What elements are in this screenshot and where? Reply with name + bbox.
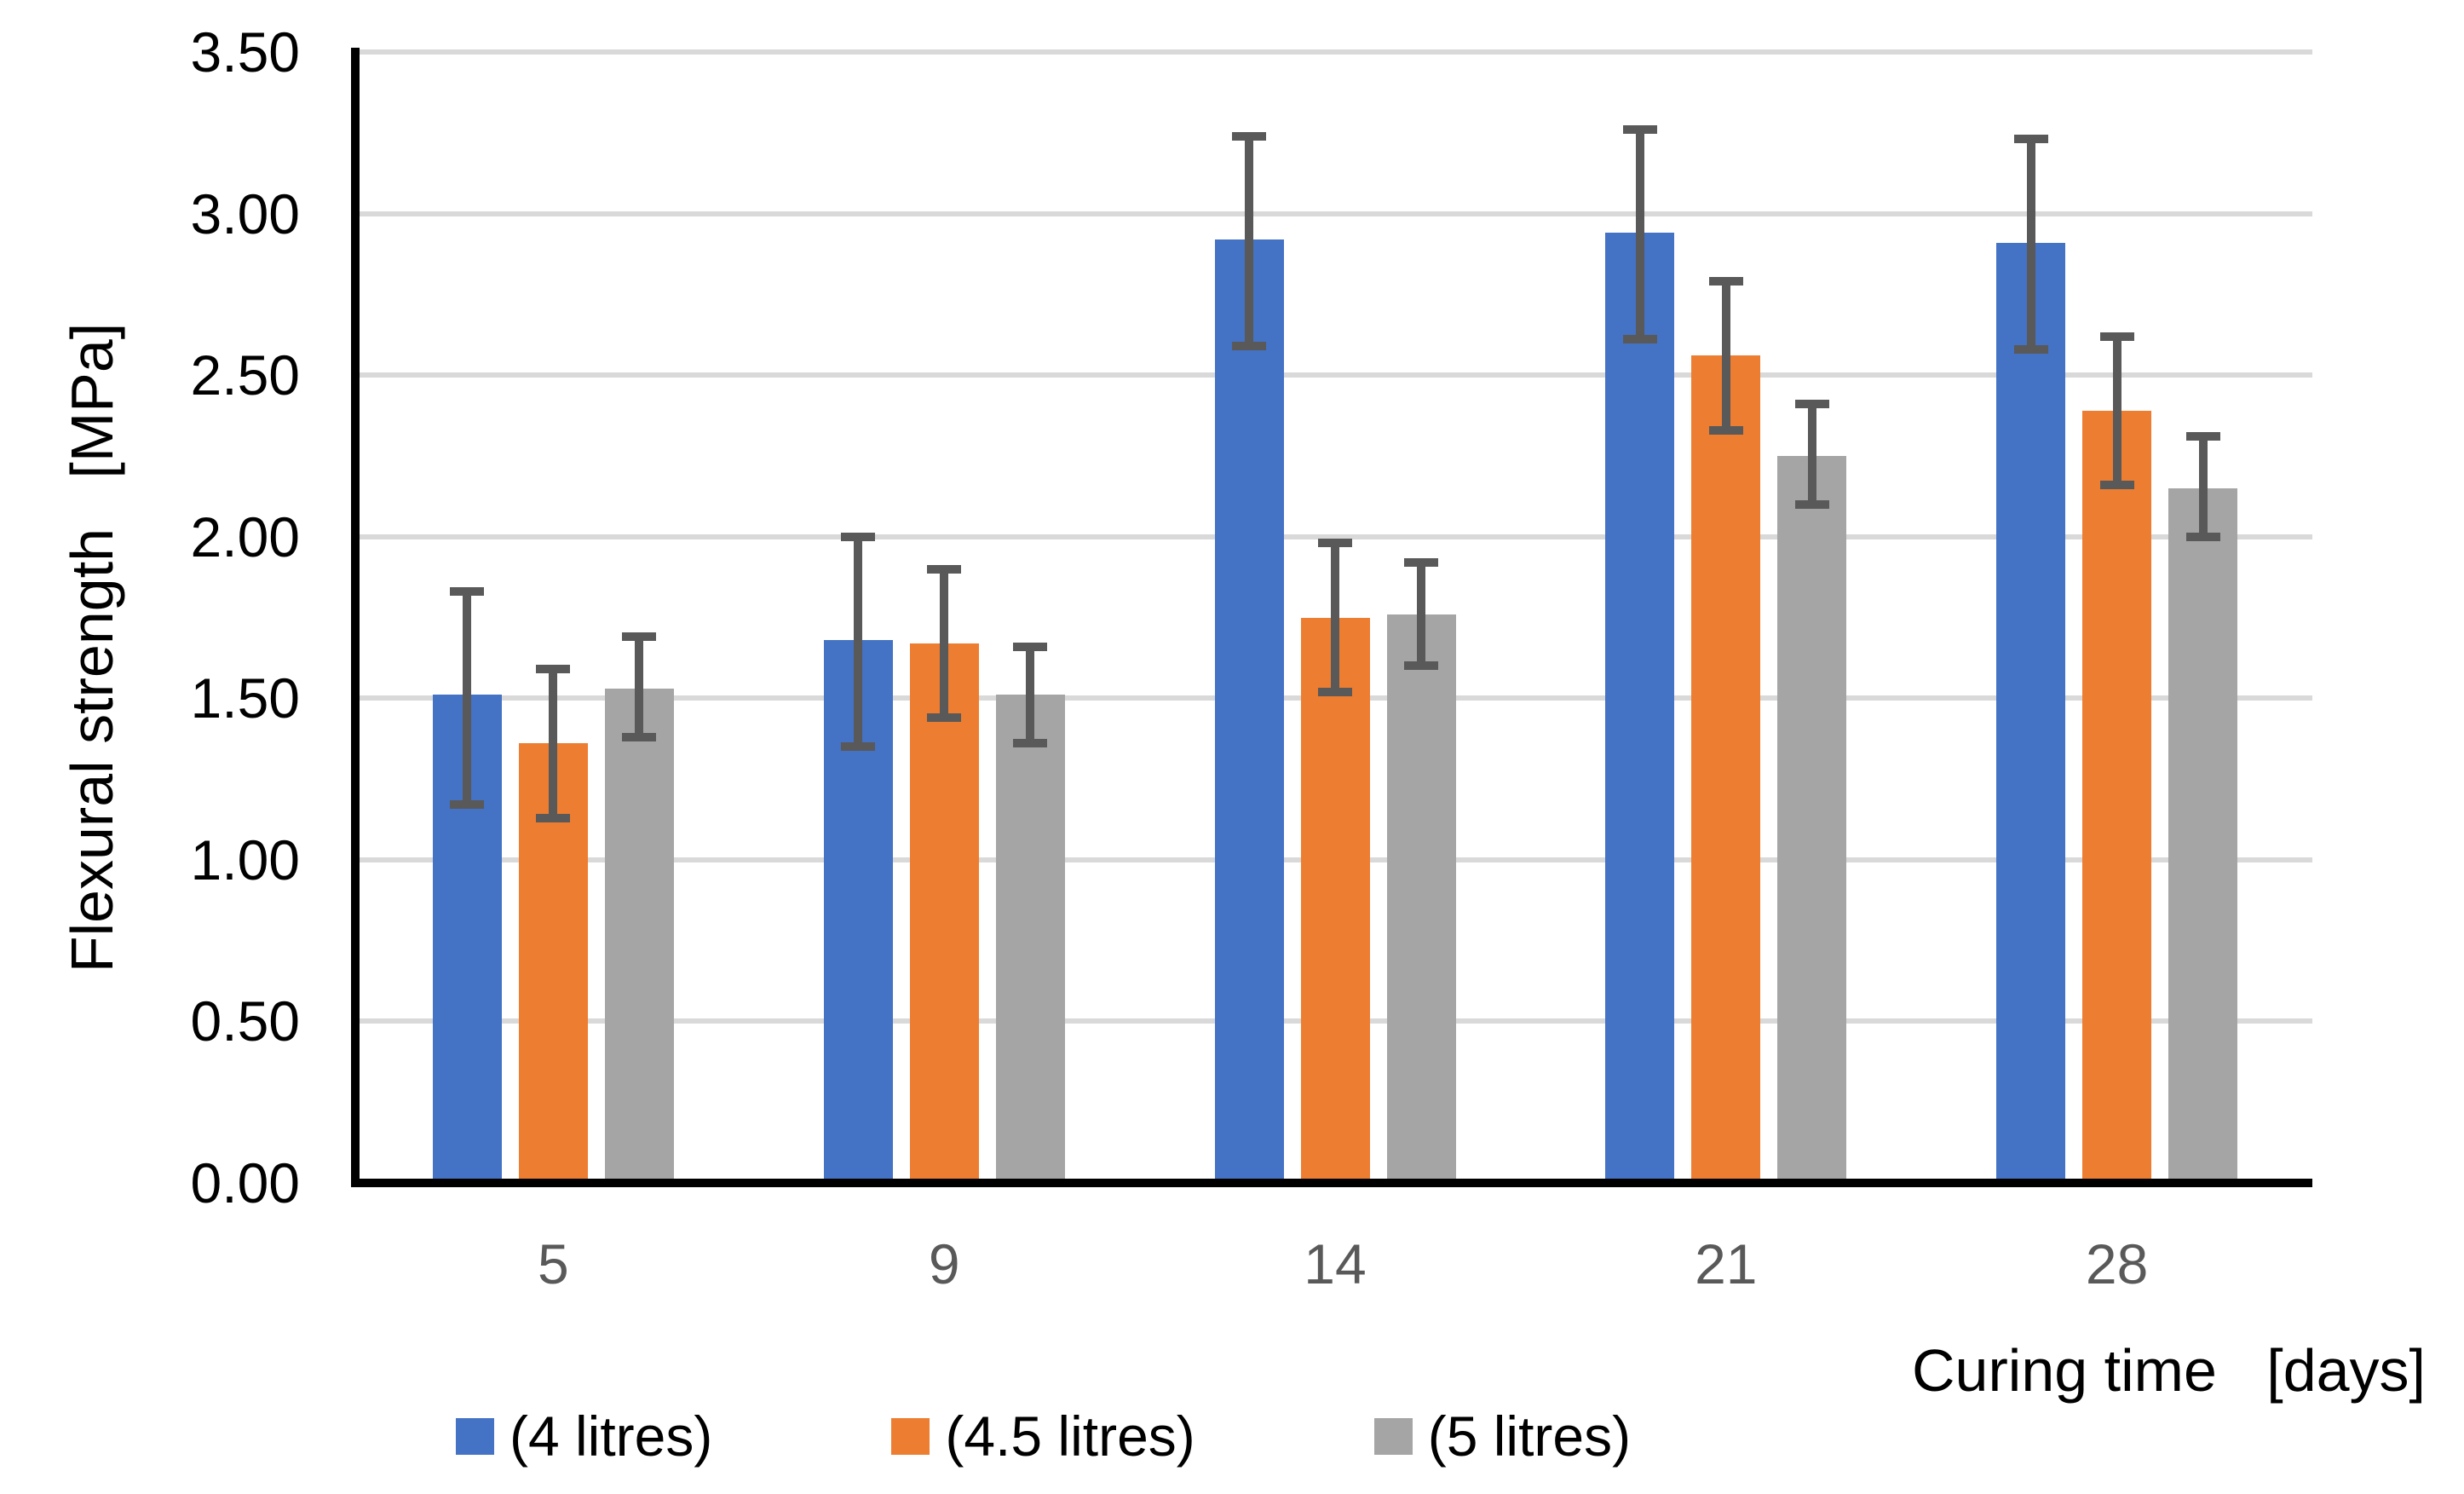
bar-4litres-day-14 (1214, 239, 1284, 1183)
legend-label: (5 litres) (1427, 1405, 1632, 1468)
error-bar-cap-top (1404, 558, 1438, 568)
error-bar-cap-top (2099, 332, 2134, 341)
bar-45litres-day-21 (1691, 355, 1761, 1183)
x-tick-label: 9 (928, 1232, 960, 1295)
error-bar-cap-bottom (1794, 499, 1829, 509)
error-bar-cap-bottom (1232, 342, 1266, 351)
gridline (358, 49, 2312, 55)
bar-45litres-day-9 (909, 643, 979, 1183)
y-tick-label: 2.00 (190, 505, 300, 568)
error-bar-cap-top (536, 665, 571, 674)
error-bar-cap-bottom (1013, 739, 1048, 748)
legend-swatch (1373, 1417, 1413, 1455)
bar-4litres-day-21 (1605, 233, 1675, 1183)
legend-swatch (891, 1417, 930, 1455)
x-axis-line (351, 1179, 2312, 1187)
error-bar-cap-top (2013, 135, 2048, 144)
legend-item: (4.5 litres) (891, 1405, 1195, 1468)
gridline (358, 372, 2312, 378)
error-bar-cap-bottom (1708, 425, 1743, 435)
bar-4litres-day-28 (1996, 242, 2066, 1183)
error-bar-cap-top (1318, 539, 1352, 548)
error-bar-cap-bottom (622, 732, 657, 741)
bar-5litres-day-14 (1386, 614, 1456, 1183)
error-bar-cap-bottom (2185, 532, 2220, 541)
error-bar-cap-bottom (927, 713, 962, 723)
error-bar-line (635, 637, 644, 737)
error-bar-line (1721, 281, 1730, 430)
error-bar-line (1635, 129, 1644, 340)
x-tick-label: 14 (1304, 1232, 1367, 1295)
error-bar-cap-bottom (1622, 335, 1657, 344)
error-bar-cap-top (1708, 277, 1743, 286)
error-bar-cap-bottom (536, 813, 571, 822)
y-axis-line (351, 48, 360, 1187)
y-tick-label: 1.00 (190, 828, 300, 891)
error-bar-cap-top (1232, 131, 1266, 141)
x-tick-label: 21 (1695, 1232, 1758, 1295)
legend-item: (4 litres) (456, 1405, 712, 1468)
error-bar-line (2198, 436, 2208, 537)
legend-swatch (456, 1417, 494, 1455)
gridline (358, 534, 2312, 539)
error-bar-cap-top (1794, 400, 1829, 409)
error-bar-line (1026, 646, 1035, 744)
bar-5litres-day-5 (604, 688, 674, 1183)
error-bar-line (1807, 404, 1816, 505)
error-bar-line (549, 669, 558, 818)
y-tick-label: 0.00 (190, 1151, 300, 1214)
error-bar-cap-bottom (2099, 481, 2134, 490)
error-bar-cap-top (622, 632, 657, 642)
y-tick-label: 0.50 (190, 989, 300, 1053)
x-axis-title: Curing time [days] (1912, 1337, 2426, 1404)
error-bar-line (854, 536, 863, 747)
legend-label: (4.5 litres) (945, 1405, 1195, 1468)
error-bar-cap-top (1013, 642, 1048, 651)
y-tick-label: 3.50 (190, 20, 300, 84)
legend-label: (4 litres) (509, 1405, 713, 1468)
bar-5litres-day-9 (995, 695, 1065, 1183)
y-tick-label: 2.50 (190, 343, 300, 407)
bar-45litres-day-28 (2082, 410, 2152, 1183)
error-bar-cap-top (2185, 432, 2220, 441)
bar-5litres-day-21 (1777, 455, 1847, 1183)
y-tick-label: 3.00 (190, 182, 300, 245)
error-bar-line (1245, 136, 1253, 346)
x-tick-label: 28 (2085, 1232, 2149, 1295)
error-bar-line (1417, 562, 1425, 666)
error-bar-cap-bottom (2013, 344, 2048, 354)
x-tick-label: 5 (538, 1232, 569, 1295)
error-bar-line (940, 568, 949, 718)
error-bar-cap-top (450, 587, 485, 597)
error-bar-line (2026, 139, 2035, 349)
error-bar-line (2112, 336, 2121, 486)
legend-item: (5 litres) (1373, 1405, 1632, 1468)
error-bar-cap-top (841, 532, 876, 541)
y-tick-label: 1.50 (190, 666, 300, 730)
bar-5litres-day-28 (2168, 487, 2238, 1183)
error-bar-line (463, 591, 472, 805)
error-bar-cap-top (927, 564, 962, 574)
gridline (358, 211, 2312, 216)
error-bar-cap-bottom (1318, 687, 1352, 696)
error-bar-cap-bottom (841, 742, 876, 752)
error-bar-cap-top (1622, 124, 1657, 134)
error-bar-cap-bottom (1404, 661, 1438, 671)
bar-45litres-day-14 (1300, 617, 1370, 1183)
legend: (4 litres) (4.5 litres) (5 litres) (456, 1405, 1631, 1468)
error-bar-cap-bottom (450, 800, 485, 810)
error-bar-line (1331, 543, 1339, 692)
